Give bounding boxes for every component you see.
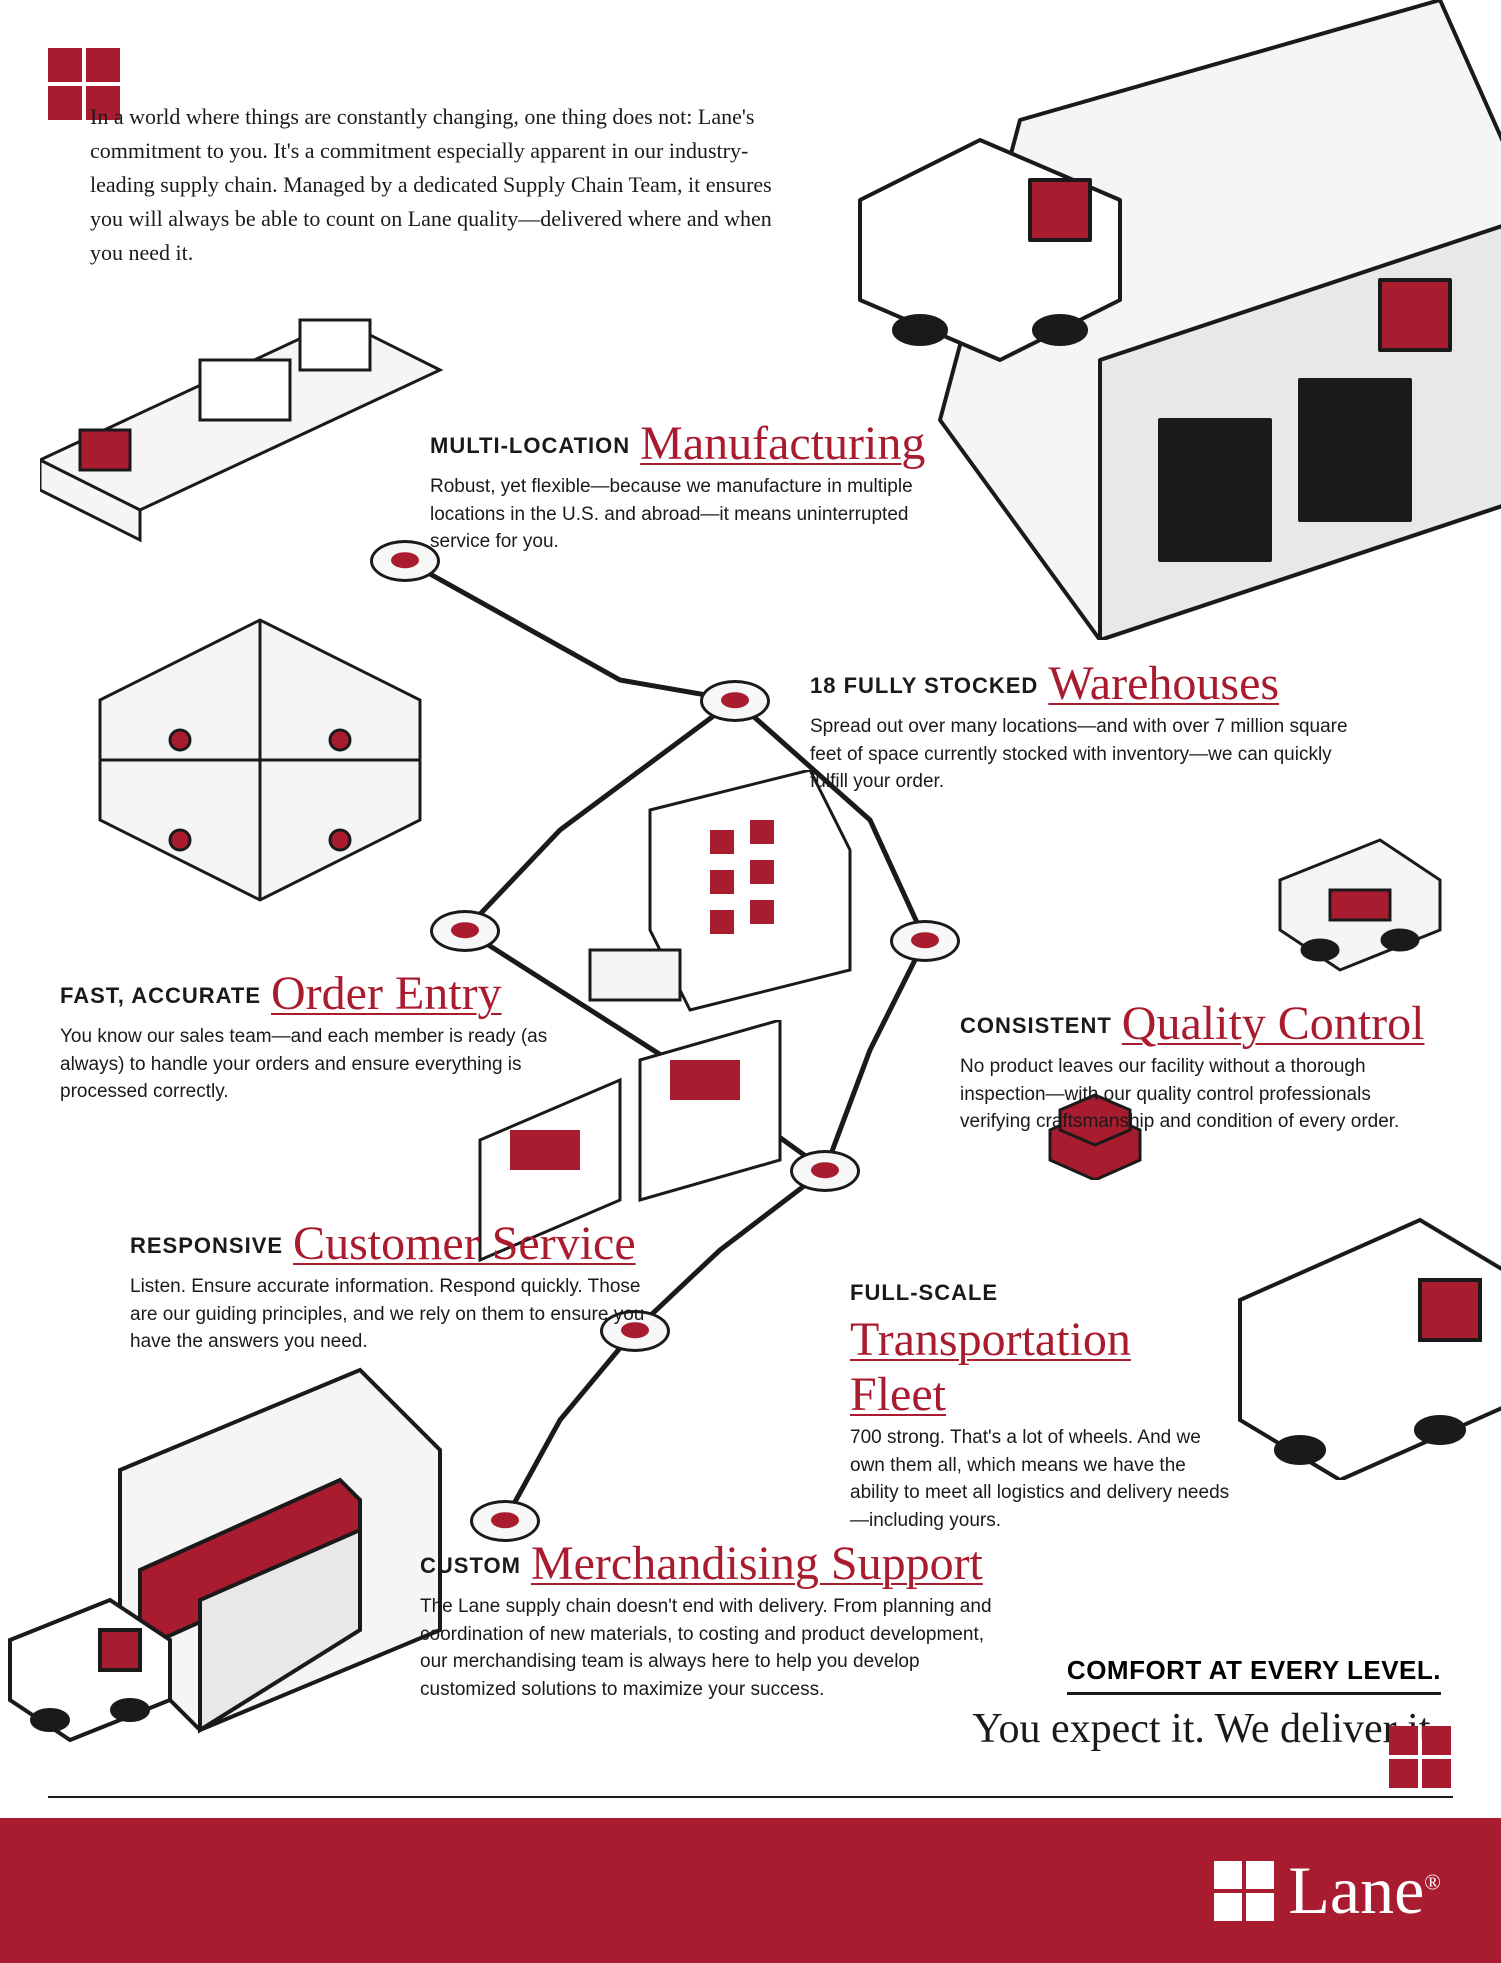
section-manufacturing: MULTI-LOCATION Manufacturing Robust, yet… — [430, 410, 950, 556]
node-customer — [790, 1150, 860, 1192]
section-body: Spread out over many locations—and with … — [810, 713, 1370, 796]
section-pre: CUSTOM — [420, 1553, 521, 1578]
section-pre: FAST, ACCURATE — [60, 983, 261, 1008]
section-script: Manufacturing — [640, 417, 925, 470]
tagline-line1: COMFORT AT EVERY LEVEL. — [1067, 1655, 1441, 1695]
section-order-entry: FAST, ACCURATE Order Entry You know our … — [60, 960, 580, 1106]
section-script: Customer Service — [293, 1217, 636, 1270]
tagline-squares-icon — [1389, 1726, 1451, 1788]
footer-logo: Lane® — [1214, 1851, 1441, 1930]
section-pre: 18 FULLY STOCKED — [810, 673, 1038, 698]
section-body: 700 strong. That's a lot of wheels. And … — [850, 1424, 1230, 1534]
node-warehouses — [700, 680, 770, 722]
section-fleet: FULL-SCALE Transportation Fleet 700 stro… — [850, 1280, 1230, 1534]
bottom-divider — [48, 1796, 1453, 1798]
section-body: The Lane supply chain doesn't end with d… — [420, 1593, 1010, 1703]
section-script: Transportation Fleet — [850, 1313, 1131, 1421]
registered-mark: ® — [1424, 1869, 1441, 1894]
section-quality: CONSISTENT Quality Control No product le… — [960, 990, 1440, 1136]
section-customer: RESPONSIVE Customer Service Listen. Ensu… — [130, 1210, 670, 1356]
section-script: Order Entry — [271, 967, 502, 1020]
section-script: Merchandising Support — [531, 1537, 983, 1590]
section-pre: CONSISTENT — [960, 1013, 1112, 1038]
section-pre: RESPONSIVE — [130, 1233, 283, 1258]
node-order-entry — [430, 910, 500, 952]
section-body: You know our sales team—and each member … — [60, 1023, 580, 1106]
section-pre: FULL-SCALE — [850, 1280, 1230, 1306]
section-script: Quality Control — [1122, 997, 1425, 1050]
section-body: Robust, yet flexible—because we manufact… — [430, 473, 950, 556]
tagline: COMFORT AT EVERY LEVEL. You expect it. W… — [972, 1655, 1441, 1753]
section-merchandising: CUSTOM Merchandising Support The Lane su… — [420, 1530, 1010, 1703]
infographic-page: In a world where things are constantly c… — [0, 0, 1501, 1963]
node-quality — [890, 920, 960, 962]
section-body: Listen. Ensure accurate information. Res… — [130, 1273, 670, 1356]
section-script: Warehouses — [1048, 657, 1279, 710]
section-warehouses: 18 FULLY STOCKED Warehouses Spread out o… — [810, 650, 1370, 796]
section-pre: MULTI-LOCATION — [430, 433, 630, 458]
section-body: No product leaves our facility without a… — [960, 1053, 1440, 1136]
footer-bar: Lane® — [0, 1818, 1501, 1963]
tagline-line2: You expect it. We deliver it. — [972, 1705, 1441, 1753]
footer-brand: Lane — [1288, 1852, 1424, 1928]
footer-logo-squares-icon — [1214, 1861, 1274, 1921]
